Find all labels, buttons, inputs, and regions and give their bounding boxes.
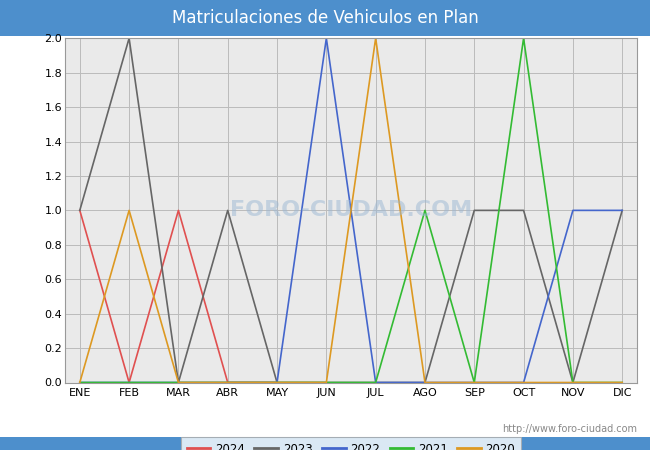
2020	[569, 380, 577, 385]
2020	[273, 380, 281, 385]
2020	[372, 36, 380, 41]
2021	[273, 380, 281, 385]
2024	[174, 208, 182, 213]
2020	[618, 380, 626, 385]
2021	[618, 380, 626, 385]
Text: http://www.foro-ciudad.com: http://www.foro-ciudad.com	[502, 424, 637, 434]
Line: 2023: 2023	[80, 38, 622, 382]
2022	[76, 380, 84, 385]
2023	[224, 208, 231, 213]
2022	[174, 380, 182, 385]
Line: 2020: 2020	[80, 38, 622, 382]
2020	[224, 380, 231, 385]
2022	[618, 208, 626, 213]
2024	[224, 380, 231, 385]
Text: FORO-CIUDAD.COM: FORO-CIUDAD.COM	[230, 200, 472, 220]
2023	[372, 380, 380, 385]
2023	[421, 380, 429, 385]
2024	[76, 208, 84, 213]
2021	[421, 208, 429, 213]
2020	[125, 208, 133, 213]
2023	[273, 380, 281, 385]
2022	[421, 380, 429, 385]
Line: 2024: 2024	[80, 211, 277, 382]
2022	[569, 208, 577, 213]
2021	[125, 380, 133, 385]
2023	[322, 380, 330, 385]
2022	[273, 380, 281, 385]
2023	[471, 208, 478, 213]
2022	[224, 380, 231, 385]
2022	[520, 380, 528, 385]
2022	[322, 36, 330, 41]
Legend: 2024, 2023, 2022, 2021, 2020: 2024, 2023, 2022, 2021, 2020	[181, 436, 521, 450]
2022	[471, 380, 478, 385]
2020	[471, 380, 478, 385]
2024	[125, 380, 133, 385]
2023	[520, 208, 528, 213]
2021	[372, 380, 380, 385]
Text: Matriculaciones de Vehiculos en Plan: Matriculaciones de Vehiculos en Plan	[172, 9, 478, 27]
2023	[618, 208, 626, 213]
2024	[273, 380, 281, 385]
2021	[520, 36, 528, 41]
2021	[174, 380, 182, 385]
Line: 2021: 2021	[80, 38, 622, 382]
2022	[125, 380, 133, 385]
2023	[569, 380, 577, 385]
2023	[76, 208, 84, 213]
2021	[224, 380, 231, 385]
2021	[322, 380, 330, 385]
2022	[372, 380, 380, 385]
2020	[421, 380, 429, 385]
Line: 2022: 2022	[80, 38, 622, 382]
2020	[174, 380, 182, 385]
2021	[471, 380, 478, 385]
2020	[322, 380, 330, 385]
2020	[520, 380, 528, 385]
2020	[76, 380, 84, 385]
2021	[76, 380, 84, 385]
2023	[174, 380, 182, 385]
2021	[569, 380, 577, 385]
2023	[125, 36, 133, 41]
